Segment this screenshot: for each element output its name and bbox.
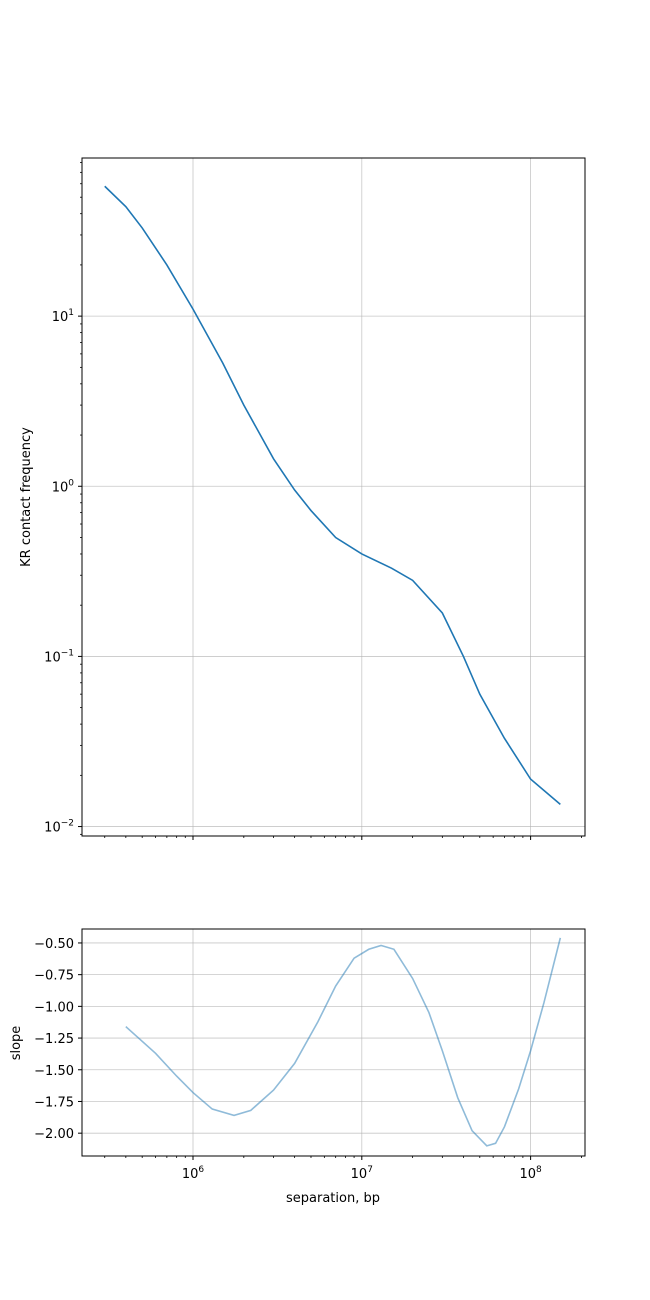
top-tick-labels: 101 100 10−1 10−2 (44, 308, 74, 835)
contact-frequency-plot: 101 100 10−1 10−2 KR contact frequency (19, 157, 586, 840)
slope-plot: 106 107 108 −0.50 −0.75 −1.00 −1.25 −1.50 −1.75 −… (9, 928, 586, 1206)
bottom-x-tick-label: 106 (182, 1165, 205, 1182)
contact-frequency-line (104, 185, 561, 805)
bottom-y-tick-label: −0.75 (34, 969, 74, 984)
top-y-tick-label: 100 (52, 478, 75, 495)
bottom-x-tick-label: 107 (351, 1165, 373, 1182)
bottom-tick-labels: 106 107 108 −0.50 −0.75 −1.00 −1.25 −1.50 −1.75 −… (34, 937, 542, 1182)
top-y-tick-label: 10−2 (44, 819, 74, 836)
bottom-y-tick-label: −1.25 (34, 1032, 74, 1047)
slope-line (125, 937, 562, 1147)
bottom-axes-frame (81, 928, 586, 1157)
bottom-y-tick-label: −2.00 (34, 1127, 74, 1142)
top-y-tick-label: 101 (52, 308, 74, 325)
top-gridlines (82, 158, 585, 836)
bottom-x-axis-label: separation, bp (286, 1191, 380, 1206)
bottom-y-tick-label: −1.75 (34, 1095, 74, 1110)
bottom-y-tick-label: −0.50 (34, 937, 74, 952)
bottom-y-tick-label: −1.50 (34, 1064, 74, 1079)
top-y-tick-label: 10−1 (44, 648, 74, 665)
top-y-axis-label: KR contact frequency (19, 427, 34, 567)
bottom-y-axis-label: slope (9, 1026, 24, 1061)
top-axes-frame (81, 157, 586, 837)
bottom-y-tick-label: −1.00 (34, 1000, 74, 1015)
bottom-x-tick-label: 108 (519, 1165, 542, 1182)
